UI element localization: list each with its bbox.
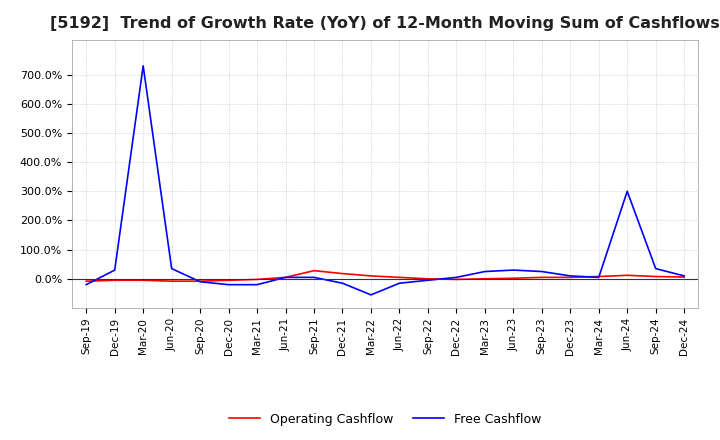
Operating Cashflow bbox=[196, 279, 204, 284]
Operating Cashflow bbox=[623, 273, 631, 278]
Free Cashflow bbox=[167, 266, 176, 271]
Title: [5192]  Trend of Growth Rate (YoY) of 12-Month Moving Sum of Cashflows: [5192] Trend of Growth Rate (YoY) of 12-… bbox=[50, 16, 720, 32]
Line: Free Cashflow: Free Cashflow bbox=[86, 66, 684, 295]
Operating Cashflow bbox=[139, 278, 148, 283]
Free Cashflow bbox=[537, 269, 546, 274]
Operating Cashflow bbox=[480, 276, 489, 282]
Operating Cashflow bbox=[225, 278, 233, 283]
Free Cashflow bbox=[139, 63, 148, 69]
Free Cashflow bbox=[423, 278, 432, 283]
Operating Cashflow bbox=[452, 277, 461, 282]
Free Cashflow bbox=[253, 282, 261, 287]
Operating Cashflow bbox=[282, 275, 290, 280]
Legend: Operating Cashflow, Free Cashflow: Operating Cashflow, Free Cashflow bbox=[224, 407, 546, 431]
Free Cashflow bbox=[595, 275, 603, 280]
Operating Cashflow bbox=[366, 273, 375, 279]
Free Cashflow bbox=[452, 275, 461, 280]
Operating Cashflow bbox=[680, 275, 688, 280]
Free Cashflow bbox=[652, 266, 660, 271]
Free Cashflow bbox=[366, 292, 375, 297]
Operating Cashflow bbox=[167, 279, 176, 284]
Operating Cashflow bbox=[82, 279, 91, 284]
Free Cashflow bbox=[310, 275, 318, 280]
Operating Cashflow bbox=[395, 275, 404, 280]
Free Cashflow bbox=[395, 281, 404, 286]
Operating Cashflow bbox=[595, 274, 603, 279]
Free Cashflow bbox=[225, 282, 233, 287]
Line: Operating Cashflow: Operating Cashflow bbox=[86, 271, 684, 281]
Free Cashflow bbox=[566, 273, 575, 279]
Operating Cashflow bbox=[310, 268, 318, 273]
Free Cashflow bbox=[82, 282, 91, 287]
Operating Cashflow bbox=[652, 274, 660, 279]
Operating Cashflow bbox=[537, 275, 546, 280]
Free Cashflow bbox=[509, 268, 518, 273]
Free Cashflow bbox=[623, 189, 631, 194]
Operating Cashflow bbox=[253, 277, 261, 282]
Operating Cashflow bbox=[338, 271, 347, 276]
Free Cashflow bbox=[282, 275, 290, 280]
Operating Cashflow bbox=[423, 276, 432, 282]
Operating Cashflow bbox=[566, 275, 575, 280]
Free Cashflow bbox=[680, 273, 688, 279]
Operating Cashflow bbox=[110, 278, 119, 283]
Free Cashflow bbox=[196, 279, 204, 284]
Free Cashflow bbox=[480, 269, 489, 274]
Free Cashflow bbox=[338, 281, 347, 286]
Free Cashflow bbox=[110, 268, 119, 273]
Operating Cashflow bbox=[509, 275, 518, 281]
